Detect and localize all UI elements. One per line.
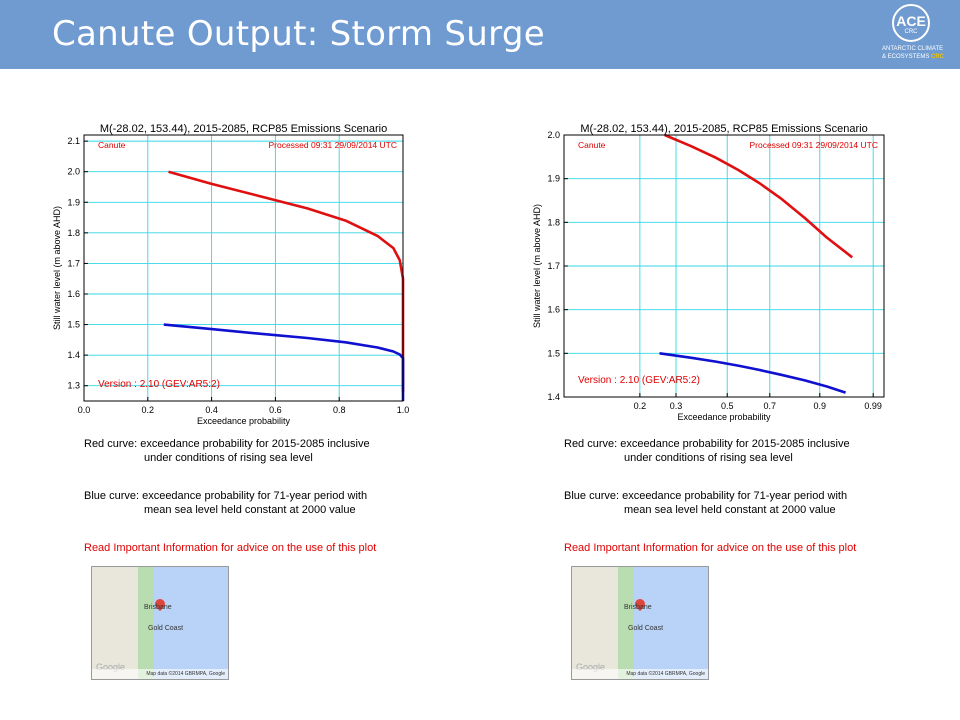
blue-caption-line1: Blue curve: exceedance probability for 7… — [564, 490, 848, 502]
y-axis-label: Still water level (m above AHD) — [532, 204, 542, 328]
map-city-label-2: Gold Coast — [628, 625, 664, 632]
x-axis-label: Exceedance probability — [197, 416, 291, 426]
y-tick-label: 2.1 — [67, 136, 80, 146]
logo-main-text: ACE — [896, 13, 926, 29]
map-footer: Map data ©2014 GBRMPA, Google — [92, 669, 228, 679]
x-tick-label: 0.6 — [269, 405, 282, 415]
chart-label-right: Processed 09:31 29/09/2014 UTC — [268, 140, 397, 150]
x-axis-label: Exceedance probability — [677, 412, 771, 422]
red-caption-line2: under conditions of rising sea level — [624, 452, 793, 464]
red-curve — [168, 170, 405, 392]
red-curve — [664, 133, 853, 259]
y-tick-label: 1.5 — [67, 320, 80, 330]
x-tick-label: 0.8 — [333, 405, 346, 415]
blue-caption-line2: mean sea level held constant at 2000 val… — [144, 504, 356, 516]
chart-label-left: Canute — [578, 140, 606, 150]
left-advice-link[interactable]: Read Important Information for advice on… — [84, 542, 377, 554]
left-panel: 0.0 0.2 0.4 0.6 0.8 1.0 1.3 1.4 1.5 1.6 1.7 1.8 1.9 2… — [50, 118, 470, 698]
ace-crc-logo: ACE CRC ANTARCTIC CLIMATE & ECOSYSTEMS C… — [878, 3, 958, 65]
map-brand: Google — [96, 662, 126, 672]
plot-area — [84, 135, 403, 401]
chart-title: M(-28.02, 153.44), 2015-2085, RCP85 Emis… — [100, 123, 387, 135]
chart-version-label: Version : 2.10 (GEV:AR5:2) — [578, 375, 700, 386]
right-blue-caption: Blue curve: exceedance probability for 7… — [564, 489, 847, 517]
y-tick-label: 1.4 — [67, 350, 80, 360]
logo-line1: ANTARCTIC CLIMATE — [882, 46, 944, 52]
chart-label-right: Processed 09:31 29/09/2014 UTC — [749, 140, 878, 150]
left-blue-caption: Blue curve: exceedance probability for 7… — [84, 489, 367, 517]
red-caption-line1: Red curve: exceedance probability for 20… — [84, 438, 370, 450]
x-tick-label: 0.2 — [142, 405, 155, 415]
y-tick-label: 1.6 — [547, 305, 560, 315]
right-advice-link[interactable]: Read Important Information for advice on… — [564, 542, 857, 554]
y-tick-label: 1.9 — [547, 174, 560, 184]
y-tick-label: 1.7 — [547, 261, 560, 271]
blue-caption-line1: Blue curve: exceedance probability for 7… — [84, 490, 368, 502]
blue-curve — [659, 352, 847, 394]
blue-caption-line2: mean sea level held constant at 2000 val… — [624, 504, 836, 516]
right-panel: 0.2 0.3 0.5 0.7 0.9 0.99 1.4 1.5 1.6 1.7 1.8 1.9 2.0… — [530, 118, 950, 698]
map-brand: Google — [576, 662, 606, 672]
left-chart: 0.0 0.2 0.4 0.6 0.8 1.0 1.3 1.4 1.5 1.6 1.7 1.8 1.9 2… — [52, 123, 410, 426]
red-caption-line2: under conditions of rising sea level — [144, 452, 313, 464]
x-tick-label: 0.2 — [634, 401, 647, 411]
y-axis-label: Still water level (m above AHD) — [52, 206, 62, 330]
y-tick-label: 1.8 — [547, 217, 560, 227]
map-city-label-1: Brisbane — [624, 604, 652, 611]
x-tick-label: 0.5 — [721, 401, 734, 411]
left-location-map[interactable]: Brisbane Gold Coast Google Map data ©201… — [91, 566, 229, 680]
x-tick-label: 0.0 — [78, 405, 91, 415]
y-tick-label: 1.6 — [67, 289, 80, 299]
y-tick-label: 1.4 — [547, 392, 560, 402]
blue-curve — [163, 323, 405, 401]
map-coast — [138, 567, 154, 679]
x-tick-label: 0.4 — [205, 405, 218, 415]
right-red-caption: Red curve: exceedance probability for 20… — [564, 437, 850, 465]
logo-org-name: ANTARCTIC CLIMATE & ECOSYSTEMS CRC — [882, 45, 944, 61]
y-tick-label: 1.8 — [67, 228, 80, 238]
ace-logo-icon: ACE CRC — [892, 4, 930, 42]
header-bar: Canute Output: Storm Surge ACE CRC ANTAR… — [0, 0, 960, 69]
y-tick-label: 2.0 — [547, 130, 560, 140]
logo-sub-text: CRC — [904, 29, 918, 35]
y-tick-label: 1.9 — [67, 197, 80, 207]
x-tick-label: 0.7 — [764, 401, 777, 411]
right-chart: 0.2 0.3 0.5 0.7 0.9 0.99 1.4 1.5 1.6 1.7 1.8 1.9 2.0… — [532, 123, 885, 422]
plot-frame — [83, 134, 404, 402]
map-coast — [618, 567, 634, 679]
x-tick-label: 0.9 — [814, 401, 827, 411]
red-caption-line1: Red curve: exceedance probability for 20… — [564, 438, 850, 450]
y-tick-label: 1.5 — [547, 348, 560, 358]
map-city-label-2: Gold Coast — [148, 625, 184, 632]
chart-version-label: Version : 2.10 (GEV:AR5:2) — [98, 379, 220, 390]
y-tick-label: 1.7 — [67, 258, 80, 268]
logo-line2: & ECOSYSTEMS — [882, 54, 930, 60]
y-tick-label: 2.0 — [67, 167, 80, 177]
logo-crc: CRC — [931, 54, 945, 60]
right-location-map[interactable]: Brisbane Gold Coast Google Map data ©201… — [571, 566, 709, 680]
left-red-caption: Red curve: exceedance probability for 20… — [84, 437, 370, 465]
chart-title: M(-28.02, 153.44), 2015-2085, RCP85 Emis… — [580, 123, 867, 135]
chart-label-left: Canute — [98, 140, 126, 150]
page-title: Canute Output: Storm Surge — [52, 14, 545, 54]
map-city-label-1: Brisbane — [144, 604, 172, 611]
x-tick-label: 0.3 — [670, 401, 683, 411]
y-tick-label: 1.3 — [67, 381, 80, 391]
x-tick-label: 0.99 — [864, 401, 882, 411]
map-footer: Map data ©2014 GBRMPA, Google — [572, 669, 708, 679]
x-tick-label: 1.0 — [397, 405, 410, 415]
